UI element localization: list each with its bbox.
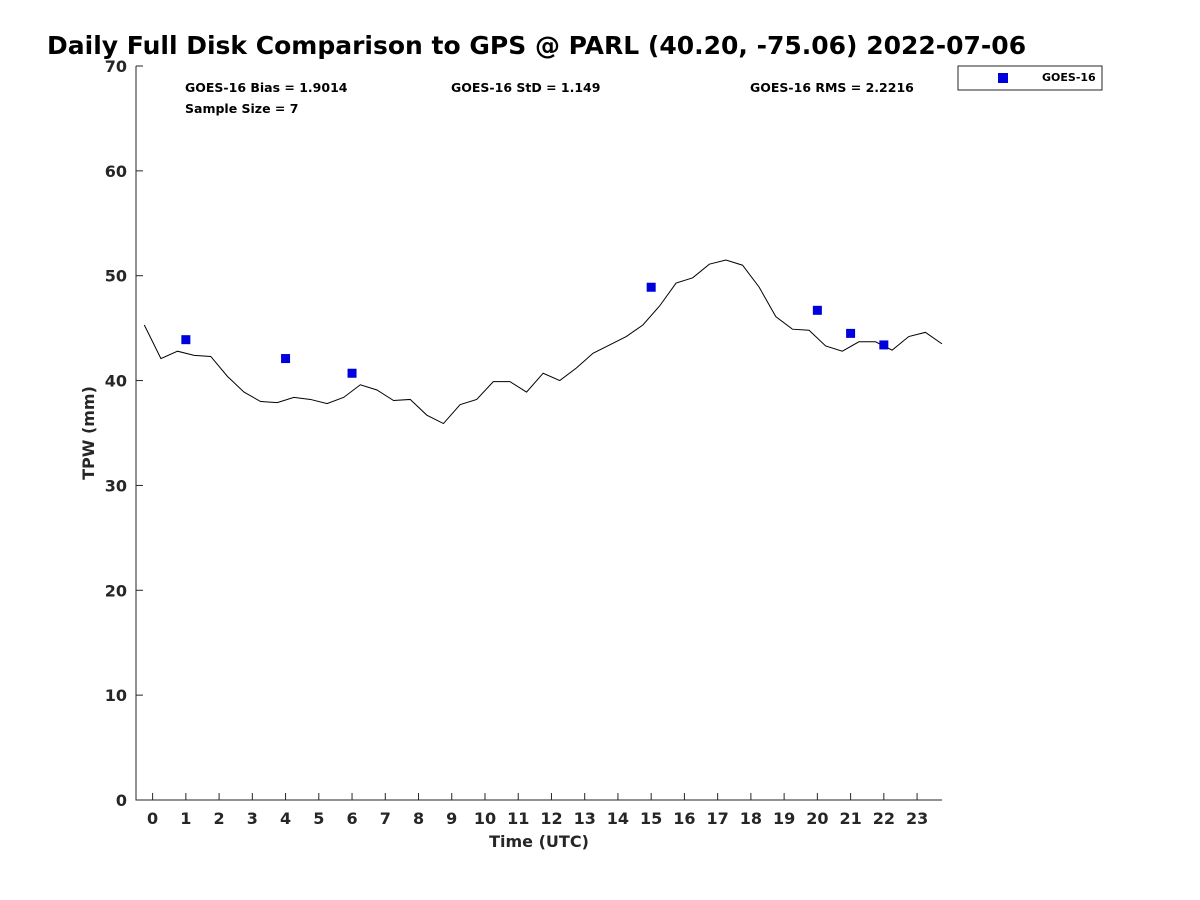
legend-label: GOES-16 bbox=[1042, 71, 1096, 84]
x-tick-label: 6 bbox=[346, 809, 357, 828]
goes16-point bbox=[281, 354, 291, 364]
y-tick-label: 40 bbox=[105, 372, 127, 391]
x-tick-label: 20 bbox=[806, 809, 828, 828]
x-tick-label: 1 bbox=[180, 809, 191, 828]
x-tick-label: 22 bbox=[873, 809, 895, 828]
goes16-points bbox=[181, 282, 889, 378]
x-tick-label: 13 bbox=[574, 809, 596, 828]
chart-title: Daily Full Disk Comparison to GPS @ PARL… bbox=[47, 31, 1026, 60]
x-tick-label: 23 bbox=[906, 809, 928, 828]
x-tick-label: 16 bbox=[673, 809, 695, 828]
y-axis: 0 10 20 30 40 50 60 70 bbox=[105, 57, 143, 810]
x-axis: 0 1 2 3 4 5 6 7 8 9 10 11 12 13 14 15 16 17 18 19 20 21 22 23 bbox=[147, 793, 928, 828]
y-tick-label: 70 bbox=[105, 57, 127, 76]
y-tick-label: 10 bbox=[105, 686, 127, 705]
x-tick-label: 21 bbox=[839, 809, 861, 828]
x-tick-label: 3 bbox=[247, 809, 258, 828]
x-tick-label: 14 bbox=[607, 809, 629, 828]
x-tick-label: 4 bbox=[280, 809, 291, 828]
x-tick-label: 11 bbox=[507, 809, 529, 828]
legend-marker bbox=[998, 73, 1008, 83]
x-tick-label: 7 bbox=[380, 809, 391, 828]
legend-box bbox=[957, 65, 1103, 91]
x-tick-label: 10 bbox=[474, 809, 496, 828]
x-axis-label: Time (UTC) bbox=[489, 832, 589, 851]
goes16-point bbox=[846, 328, 856, 338]
std-stat: GOES-16 StD = 1.149 bbox=[451, 80, 600, 95]
goes16-point bbox=[879, 340, 889, 350]
y-tick-label: 50 bbox=[105, 267, 127, 286]
x-tick-label: 18 bbox=[740, 809, 762, 828]
y-tick-label: 30 bbox=[105, 476, 127, 495]
x-tick-label: 12 bbox=[540, 809, 562, 828]
goes16-point bbox=[646, 282, 656, 292]
x-tick-label: 8 bbox=[413, 809, 424, 828]
x-tick-label: 17 bbox=[707, 809, 729, 828]
x-tick-label: 0 bbox=[147, 809, 158, 828]
x-tick-label: 19 bbox=[773, 809, 795, 828]
goes16-point bbox=[181, 335, 191, 345]
rms-stat: GOES-16 RMS = 2.2216 bbox=[750, 80, 914, 95]
y-tick-label: 60 bbox=[105, 162, 127, 181]
y-tick-label: 20 bbox=[105, 581, 127, 600]
plot-area bbox=[136, 66, 942, 800]
goes16-point bbox=[347, 368, 357, 378]
x-tick-label: 2 bbox=[214, 809, 225, 828]
y-tick-label: 0 bbox=[116, 791, 127, 810]
legend: GOES-16 bbox=[957, 65, 1103, 91]
x-tick-label: 9 bbox=[446, 809, 457, 828]
x-tick-label: 15 bbox=[640, 809, 662, 828]
goes16-point bbox=[812, 305, 822, 315]
gps-series-line bbox=[143, 259, 943, 425]
y-axis-label: TPW (mm) bbox=[79, 386, 98, 480]
bias-stat: GOES-16 Bias = 1.9014 bbox=[185, 80, 348, 95]
sample-size-stat: Sample Size = 7 bbox=[185, 101, 298, 116]
x-tick-label: 5 bbox=[313, 809, 324, 828]
